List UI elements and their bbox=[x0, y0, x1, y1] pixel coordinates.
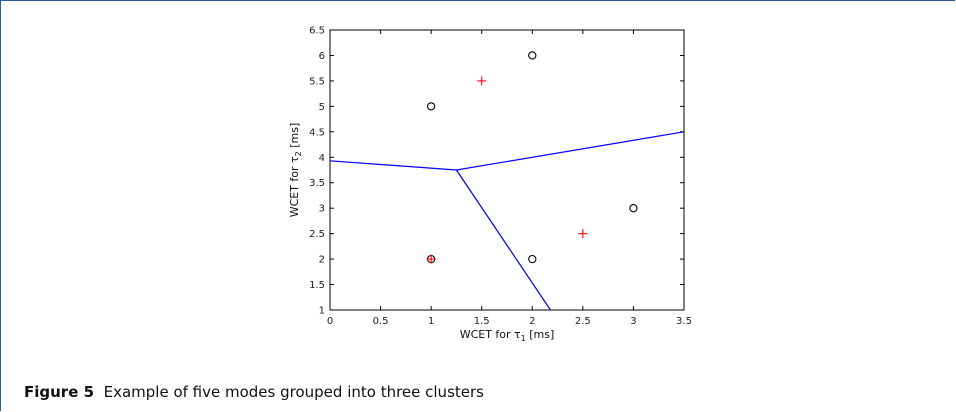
caption-text: Example of five modes grouped into three… bbox=[103, 383, 484, 401]
y-tick-label: 1 bbox=[319, 306, 325, 317]
y-tick-label: 3 bbox=[319, 204, 325, 215]
x-tick-label: 1.5 bbox=[474, 316, 490, 327]
x-tick-label: 2.5 bbox=[575, 316, 591, 327]
scatter-chart: 0 0.5 1 1.5 2 2.5 3 3.5 1 1.5 2 2.5 3 3.5 4 4.5 5 5.5 6 6.5… bbox=[288, 26, 692, 344]
data-markers bbox=[426, 51, 638, 264]
boundary-line bbox=[329, 160, 457, 171]
mode-point bbox=[528, 254, 537, 264]
y-tick-label: 6 bbox=[319, 51, 325, 62]
y-tick-label: 5.5 bbox=[309, 76, 325, 87]
y-tick-label: 4.5 bbox=[309, 127, 325, 138]
x-tick-label: 3.5 bbox=[676, 316, 692, 327]
figure-number: Figure 5 bbox=[24, 383, 95, 401]
cluster-center bbox=[477, 76, 487, 86]
plot-area: 0 0.5 1 1.5 2 2.5 3 3.5 1 1.5 2 2.5 3 3.5 4 4.5 5 5.5 6 6.5 bbox=[309, 26, 692, 328]
cluster-center bbox=[426, 254, 436, 264]
y-tick-label: 3.5 bbox=[309, 178, 325, 189]
x-tick-label: 0 bbox=[327, 316, 333, 327]
y-tick-label: 1.5 bbox=[309, 280, 325, 291]
y-tick-label: 4 bbox=[319, 153, 325, 164]
y-axis-label: WCET for τ2 [ms] bbox=[288, 123, 303, 218]
y-tick-label: 5 bbox=[319, 102, 325, 113]
x-tick-label: 0.5 bbox=[373, 316, 389, 327]
boundary-line bbox=[456, 131, 685, 171]
y-tick-label: 2.5 bbox=[309, 229, 325, 240]
cluster-boundaries bbox=[329, 131, 685, 311]
cluster-center bbox=[578, 229, 588, 239]
x-tick-label: 3 bbox=[630, 316, 636, 327]
figure-caption: Figure 5 Example of five modes grouped i… bbox=[24, 383, 484, 401]
mode-point bbox=[528, 51, 537, 60]
axes-box bbox=[329, 29, 685, 311]
boundary-line bbox=[455, 169, 551, 311]
x-tick-label: 2 bbox=[529, 316, 535, 327]
y-tick-label: 2 bbox=[319, 255, 325, 266]
x-tick-label: 1 bbox=[428, 316, 434, 327]
mode-point bbox=[426, 102, 436, 111]
x-axis-label: WCET for τ1 [ms] bbox=[460, 328, 555, 343]
mode-point bbox=[629, 204, 638, 213]
axis-ticks: 0 0.5 1 1.5 2 2.5 3 3.5 1 1.5 2 2.5 3 3.5 4 4.5 5 5.5 6 6.5 bbox=[309, 26, 692, 328]
y-tick-label: 6.5 bbox=[309, 26, 325, 37]
